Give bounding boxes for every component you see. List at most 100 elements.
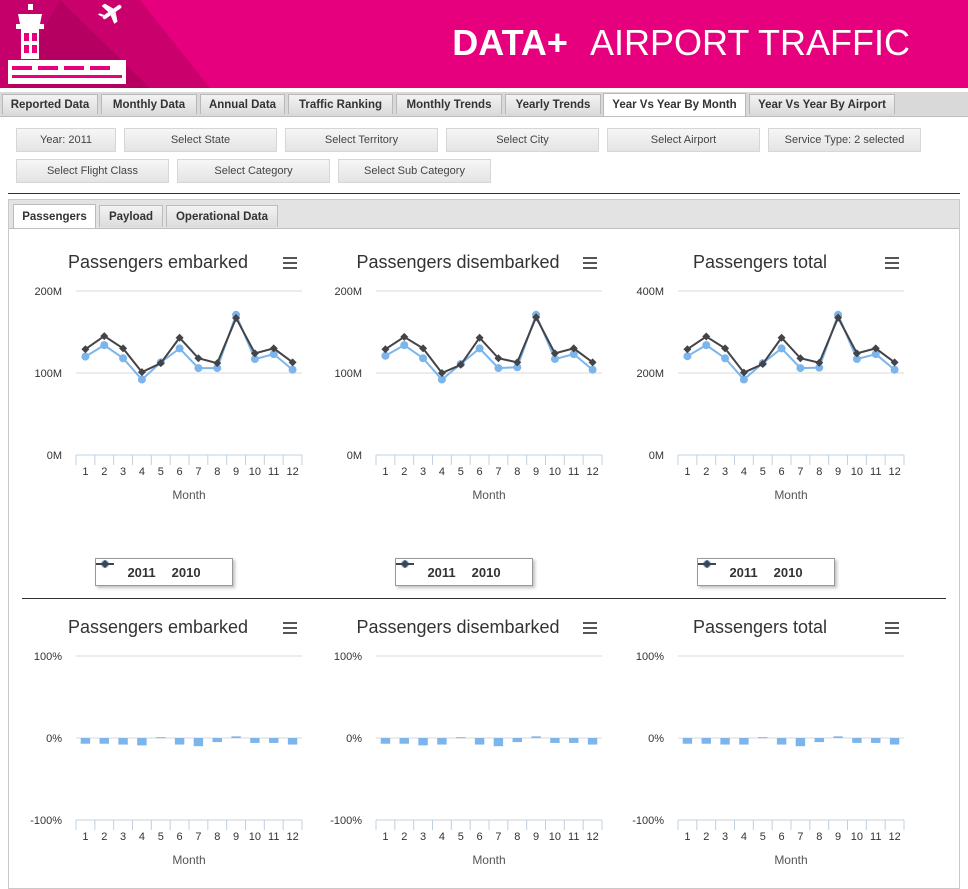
x-tick-label: 2 [703, 831, 709, 843]
airport-filter-button[interactable]: Select Airport [607, 128, 760, 152]
x-tick-label: 3 [420, 466, 426, 478]
tab-operational-data[interactable]: Operational Data [166, 205, 278, 227]
tab-year-vs-year-by-airport[interactable]: Year Vs Year By Airport [749, 94, 895, 114]
y-tick-label: -100% [30, 815, 62, 827]
x-tick-label: 11 [568, 831, 579, 843]
bar [269, 738, 279, 743]
y-tick-label: -100% [632, 815, 664, 827]
chart-menu-icon[interactable] [583, 622, 597, 634]
data-point-2010 [871, 344, 880, 353]
y-tick-label: 200M [636, 368, 664, 380]
app-header: DATA+ AIRPORT TRAFFIC [0, 0, 968, 88]
x-tick-label: 3 [120, 831, 126, 843]
data-point-2010 [213, 359, 222, 368]
legend-item-2011[interactable]: 2011 [698, 560, 758, 580]
chart-menu-icon[interactable] [885, 622, 899, 634]
x-axis-title: Month [172, 488, 205, 502]
legend-item-2011[interactable]: 2011 [96, 560, 156, 580]
bar [871, 738, 881, 743]
data-point-2011 [194, 364, 203, 373]
flight-class-filter-button[interactable]: Select Flight Class [16, 159, 169, 183]
chart-menu-icon[interactable] [885, 257, 899, 269]
legend-item-2011[interactable]: 2011 [396, 560, 456, 580]
x-tick-label: 11 [268, 466, 279, 478]
data-point-2011 [250, 355, 259, 364]
data-point-2010 [475, 333, 484, 342]
x-tick-label: 5 [458, 831, 464, 843]
chart-title: Passengers disembarked [356, 617, 560, 637]
data-point-2010 [758, 359, 767, 368]
y-tick-label: 200M [334, 286, 362, 298]
x-tick-label: 5 [458, 466, 464, 478]
tab-year-vs-year-by-month[interactable]: Year Vs Year By Month [603, 93, 746, 116]
tab-monthly-trends[interactable]: Monthly Trends [396, 94, 502, 114]
x-tick-label: 1 [382, 831, 388, 843]
tab-traffic-ranking[interactable]: Traffic Ranking [288, 94, 393, 114]
chart-menu-icon[interactable] [583, 257, 597, 269]
data-point-2011 [400, 341, 409, 350]
data-point-2010 [137, 368, 146, 377]
data-point-2011 [213, 364, 222, 373]
territory-filter-button[interactable]: Select Territory [285, 128, 438, 152]
brand-name: DATA+ [452, 22, 568, 63]
data-point-2011 [81, 352, 90, 361]
x-tick-label: 3 [420, 831, 426, 843]
x-tick-label: 4 [439, 831, 445, 843]
x-tick-label: 3 [120, 466, 126, 478]
tab-monthly-data[interactable]: Monthly Data [101, 94, 197, 114]
data-point-2010 [588, 358, 597, 367]
y-tick-label: 100% [34, 651, 62, 663]
data-point-2011 [513, 363, 522, 372]
y-tick-label: 0M [347, 450, 362, 462]
bar [795, 738, 806, 747]
bar [137, 738, 147, 746]
sub-category-filter-button[interactable]: Select Sub Category [338, 159, 491, 183]
state-filter-button[interactable]: Select State [124, 128, 277, 152]
data-point-2010 [550, 349, 559, 358]
x-tick-label: 12 [586, 831, 598, 843]
category-filter-button[interactable]: Select Category [177, 159, 330, 183]
x-tick-label: 8 [214, 466, 220, 478]
x-axis-title: Month [774, 853, 807, 867]
legend-label: 2010 [773, 564, 803, 580]
x-tick-label: 2 [703, 466, 709, 478]
page-title: AIRPORT TRAFFIC [589, 22, 910, 63]
x-tick-label: 9 [233, 831, 239, 843]
series-line-2010 [384, 314, 594, 375]
data-point-2011 [269, 350, 278, 359]
data-point-2011 [550, 355, 559, 364]
x-tick-label: 7 [195, 466, 201, 478]
legend-item-2010[interactable]: 2010 [396, 560, 501, 580]
tab-payload[interactable]: Payload [99, 205, 163, 227]
data-point-2011 [288, 365, 297, 374]
x-tick-label: 4 [741, 466, 747, 478]
chart-menu-icon[interactable] [283, 257, 297, 269]
bar [399, 738, 409, 744]
data-point-2010 [119, 344, 128, 353]
service-type-filter-button[interactable]: Service Type: 2 selected [768, 128, 921, 152]
tab-annual-data[interactable]: Annual Data [200, 94, 285, 114]
data-point-2011 [419, 354, 428, 363]
tab-passengers[interactable]: Passengers [13, 204, 96, 228]
city-filter-button[interactable]: Select City [446, 128, 599, 152]
data-point-2011 [119, 354, 128, 363]
year-filter-button[interactable]: Year: 2011 [16, 128, 116, 152]
bar [512, 738, 522, 743]
bar [212, 738, 222, 743]
x-tick-label: 10 [249, 466, 261, 478]
x-tick-label: 12 [888, 831, 900, 843]
divider [8, 193, 960, 194]
chart-menu-icon[interactable] [283, 622, 297, 634]
tab-yearly-trends[interactable]: Yearly Trends [505, 94, 601, 114]
x-tick-label: 12 [888, 466, 900, 478]
x-tick-label: 6 [477, 466, 483, 478]
chart-legend: 2011 2010 [697, 558, 835, 586]
x-tick-label: 8 [514, 831, 520, 843]
tab-reported-data[interactable]: Reported Data [2, 94, 98, 114]
x-tick-label: 4 [439, 466, 445, 478]
bar [758, 737, 768, 739]
legend-item-2010[interactable]: 2010 [698, 560, 803, 580]
legend-item-2010[interactable]: 2010 [96, 560, 201, 580]
legend-label: 2011 [427, 564, 456, 580]
